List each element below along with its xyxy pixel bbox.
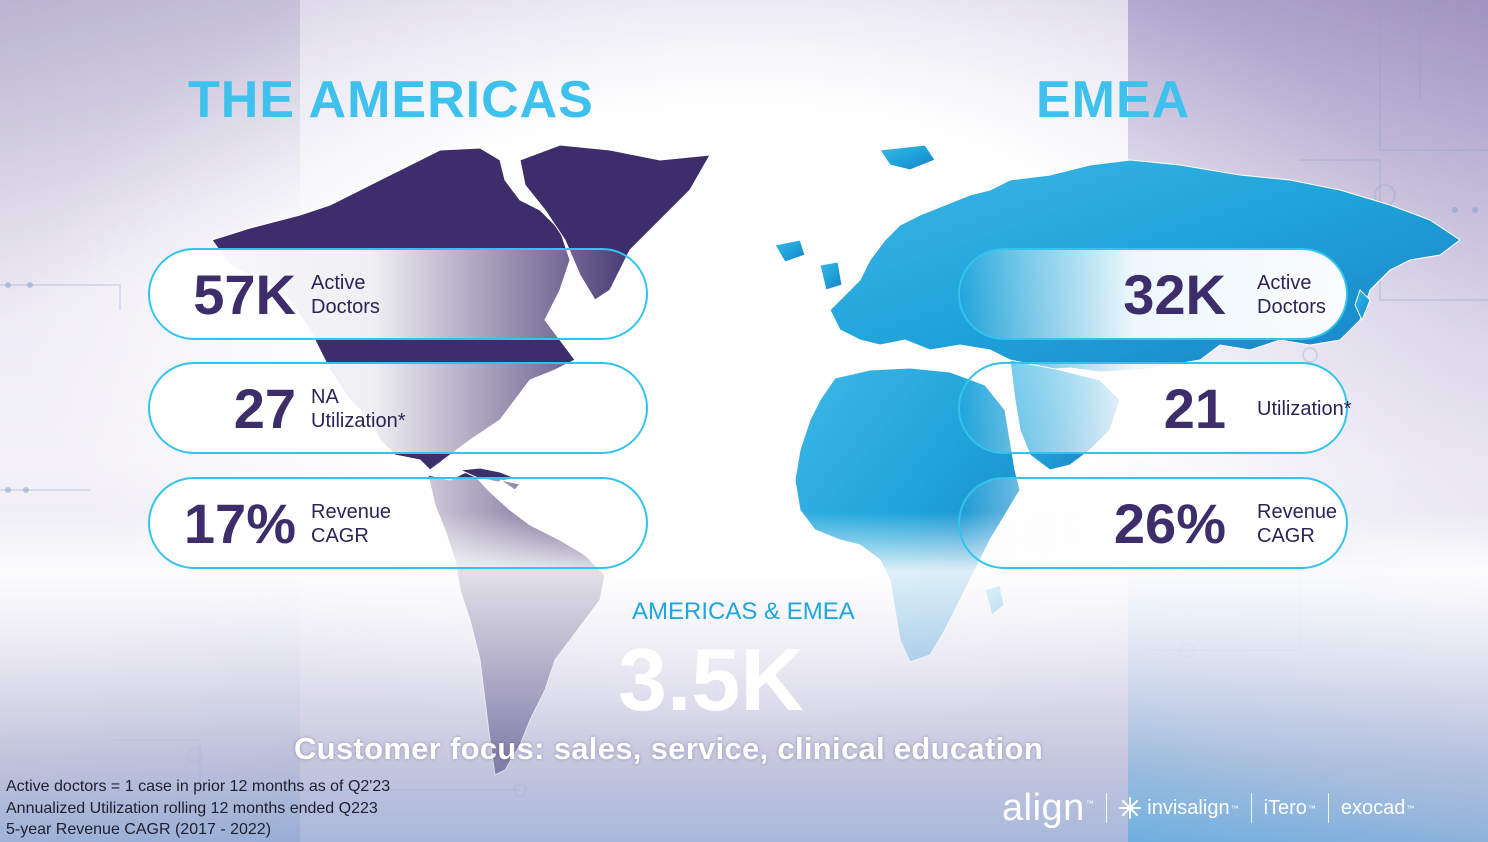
americas-active-doctors-card: 57K Active Doctors [148, 248, 648, 340]
emea-utilization-card: 21 Utilization* [958, 362, 1352, 454]
americas-utilization-card: 27 NA Utilization* [148, 362, 648, 454]
metric-label: Revenue CAGR [1257, 501, 1338, 547]
metric-label: Active Doctors [311, 272, 380, 318]
metric-value: 57K [193, 263, 296, 326]
metric-value: 26% [1113, 492, 1226, 555]
tagline: Customer focus: sales, service, clinical… [294, 731, 1043, 766]
emea-active-doctors-card: 32K Active Doctors [958, 248, 1348, 340]
combined-label: AMERICAS & EMEA [632, 598, 855, 625]
footnote: Annualized Utilization rolling 12 months… [6, 799, 378, 817]
emea-revenue-cagr-card: 26% Revenue CAGR [958, 477, 1348, 569]
metric-value: 27 [233, 377, 296, 440]
footnotes: Active doctors = 1 case in prior 12 mont… [6, 776, 390, 841]
footnote: Active doctors = 1 case in prior 12 mont… [6, 778, 391, 795]
brand-logos: align™ invisalign ™ iTero ™ exocad ™ [1002, 784, 1414, 832]
divider [1106, 793, 1108, 823]
combined-value: 3.5K [618, 630, 804, 729]
footnote: 5-year Revenue CAGR (2017 - 2022) [6, 821, 272, 838]
americas-revenue-cagr-card: 17% Revenue CAGR [148, 477, 648, 569]
metric-label: Active Doctors [1257, 272, 1326, 318]
invisalign-logo: invisalign ™ [1119, 797, 1239, 820]
divider [1327, 793, 1329, 823]
exocad-logo: exocad ™ [1340, 796, 1415, 819]
star-icon [1119, 797, 1142, 819]
metric-label: Revenue CAGR [311, 501, 392, 547]
emea-title: EMEA [1036, 71, 1191, 129]
divider [1250, 793, 1252, 823]
align-logo: align™ [1002, 786, 1095, 829]
metric-value: 21 [1163, 377, 1226, 440]
metric-value: 32K [1123, 263, 1226, 326]
metric-label: NA Utilization* [311, 386, 406, 432]
metric-label: Utilization* [1257, 398, 1352, 420]
metric-value: 17% [183, 492, 296, 555]
americas-title: THE AMERICAS [188, 71, 594, 129]
itero-logo: iTero ™ [1263, 796, 1316, 819]
